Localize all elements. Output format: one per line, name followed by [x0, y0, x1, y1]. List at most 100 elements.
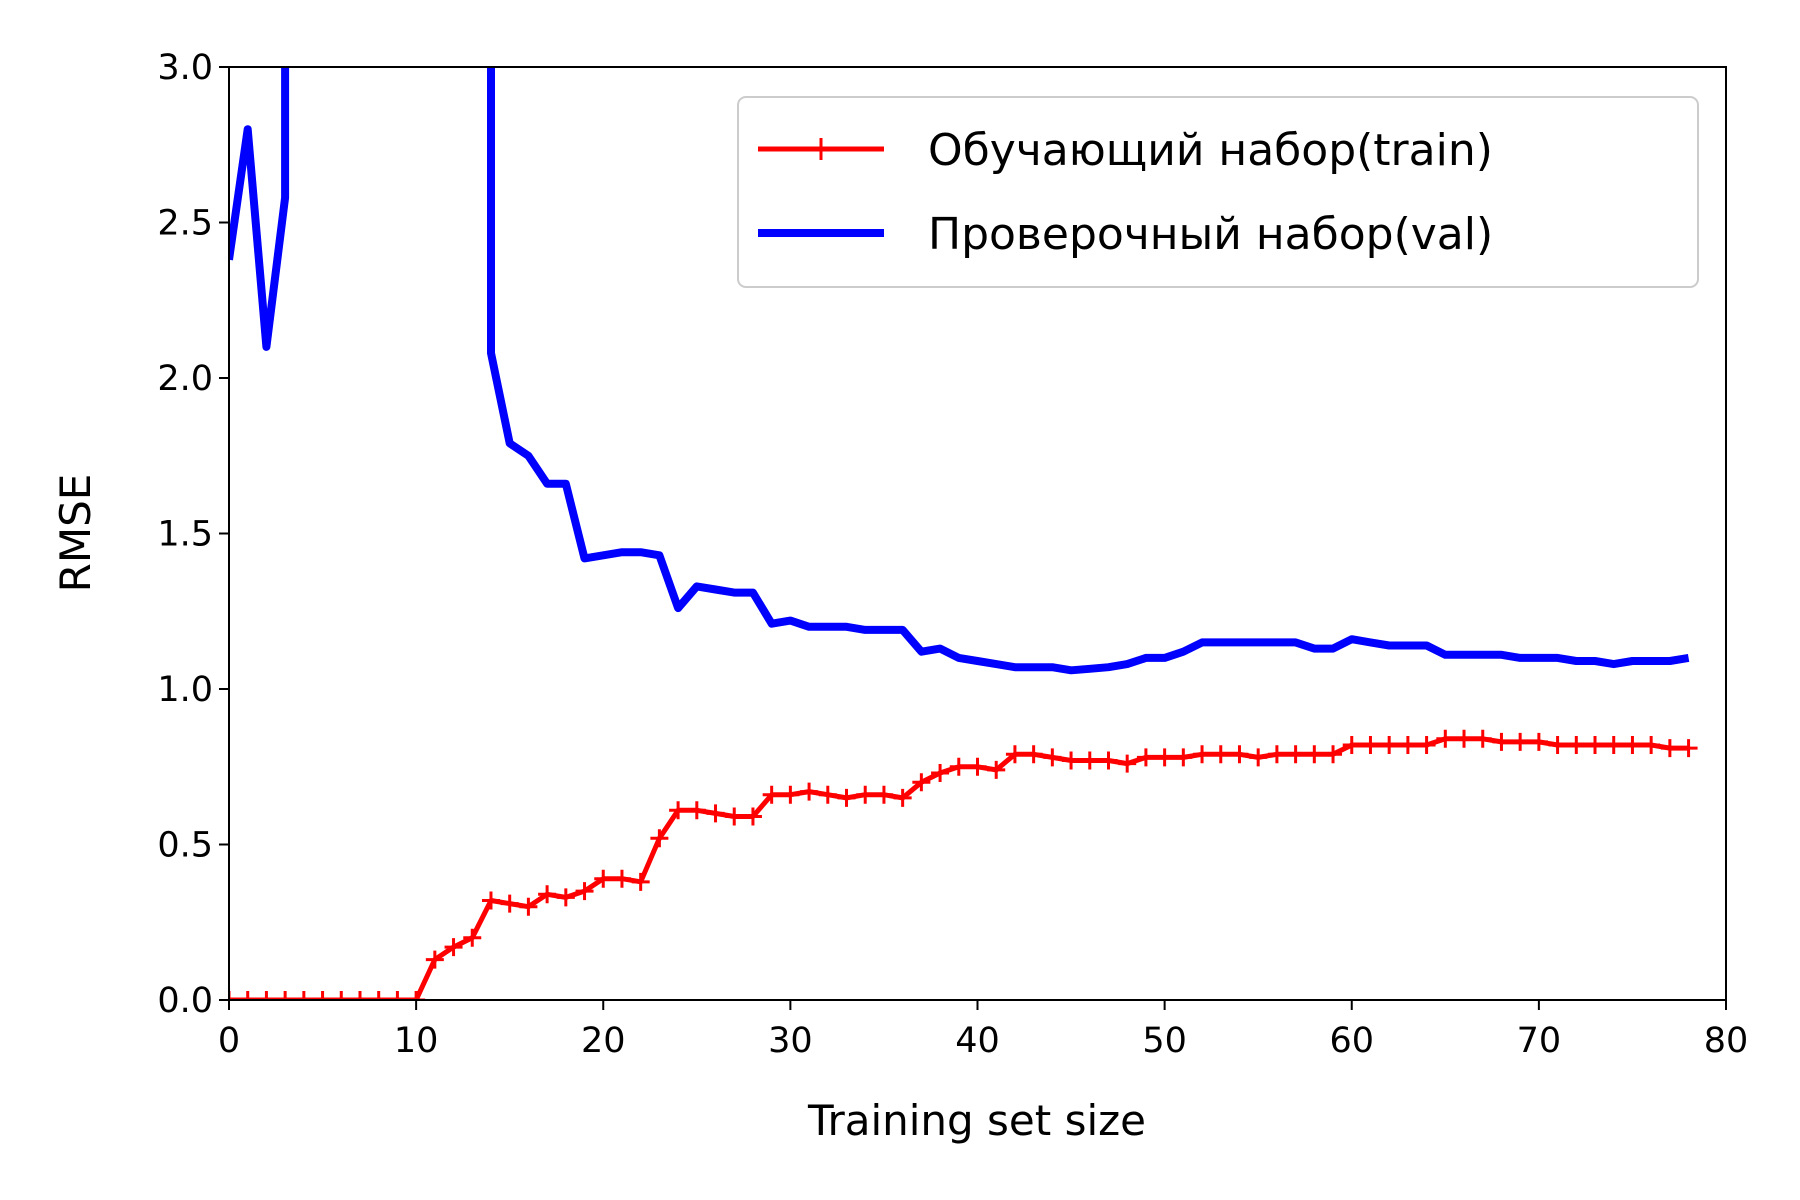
y-axis: 0.0 0.5 1.0 1.5 2.0 2.5 3.0 [157, 48, 229, 1021]
data-point-marker [538, 885, 557, 904]
x-tick-label: 80 [1704, 1021, 1749, 1061]
series-0 [229, 729, 1698, 1000]
data-point-marker [1417, 735, 1436, 754]
data-point-marker [1660, 739, 1679, 758]
data-point-marker [575, 882, 594, 901]
data-point-marker [1529, 732, 1548, 751]
data-point-marker [294, 991, 313, 1000]
data-point-marker [519, 897, 538, 916]
legend-marker [810, 138, 832, 160]
data-point-marker [500, 894, 519, 913]
data-point-marker [1118, 754, 1137, 773]
x-tick-label: 50 [1142, 1021, 1187, 1061]
data-point-marker [650, 829, 669, 848]
x-tick-label: 0 [218, 1021, 240, 1061]
data-point-marker [762, 785, 781, 804]
y-tick-label: 1.0 [157, 670, 213, 710]
data-point-marker [968, 757, 987, 776]
data-point-marker [238, 991, 257, 1000]
legend-label: Обучающий набор(train) [928, 125, 1493, 176]
data-point-marker [556, 888, 575, 907]
series-1 [229, 67, 1690, 675]
data-point-marker [1398, 735, 1417, 754]
data-point-marker [1586, 735, 1605, 754]
data-point-marker [1380, 735, 1399, 754]
data-point-marker [1136, 748, 1155, 767]
x-tick-label: 20 [581, 1021, 626, 1061]
data-point-marker [1361, 735, 1380, 754]
data-point-marker [1604, 735, 1623, 754]
y-tick-label: 1.5 [157, 515, 213, 555]
data-point-marker [425, 950, 444, 969]
data-point-marker [1230, 745, 1249, 764]
data-point-marker [1211, 745, 1230, 764]
y-tick-label: 3.0 [157, 48, 213, 88]
data-point-marker [1455, 729, 1474, 748]
data-point-marker [350, 991, 369, 1000]
data-point-marker [949, 757, 968, 776]
data-point-marker [369, 991, 388, 1000]
data-point-marker [1511, 732, 1530, 751]
data-point-marker [1174, 748, 1193, 767]
x-tick-label: 70 [1517, 1021, 1562, 1061]
legend-box [737, 96, 1699, 288]
data-point-marker [1099, 751, 1118, 770]
y-tick-label: 2.0 [157, 359, 213, 399]
data-point-marker [631, 872, 650, 891]
data-point-marker [257, 991, 276, 1000]
data-point-marker [669, 801, 688, 820]
data-point-marker [1024, 745, 1043, 764]
data-point-marker [444, 938, 463, 957]
data-point-marker [1642, 735, 1661, 754]
data-point-marker [1436, 729, 1455, 748]
data-point-marker [1305, 745, 1324, 764]
data-point-marker [1062, 751, 1081, 770]
data-point-marker [837, 788, 856, 807]
data-point-marker [1249, 748, 1268, 767]
data-point-marker [407, 991, 426, 1000]
data-point-marker [1005, 745, 1024, 764]
data-point-marker [1492, 732, 1511, 751]
data-point-marker [1043, 748, 1062, 767]
data-point-marker [463, 928, 482, 947]
data-point-marker [1679, 739, 1698, 758]
x-tick-label: 40 [955, 1021, 1000, 1061]
data-point-marker [800, 782, 819, 801]
y-tick-label: 0.5 [157, 826, 213, 866]
y-axis-title: RMSE [51, 474, 100, 593]
data-point-marker [1473, 729, 1492, 748]
data-point-marker [1080, 751, 1099, 770]
data-point-marker [781, 785, 800, 804]
y-tick-label: 2.5 [157, 204, 213, 244]
y-tick-label: 0.0 [157, 981, 213, 1021]
data-point-marker [1286, 745, 1305, 764]
legend: Обучающий набор(train) Проверочный набор(… [737, 96, 1699, 288]
data-point-marker [725, 807, 744, 826]
data-point-marker [874, 785, 893, 804]
data-point-marker [818, 785, 837, 804]
data-point-marker [612, 869, 631, 888]
legend-label: Проверочный набор(val) [928, 209, 1493, 260]
series-line [229, 736, 1689, 1000]
plot-area [229, 67, 1698, 1000]
data-point-marker [893, 788, 912, 807]
x-tick-label: 10 [394, 1021, 439, 1061]
data-point-marker [481, 891, 500, 910]
data-point-marker [1267, 745, 1286, 764]
x-axis-title: Training set size [807, 1096, 1146, 1145]
x-axis: 0 10 20 30 40 50 60 70 80 [218, 1000, 1748, 1061]
data-point-marker [856, 785, 875, 804]
data-point-marker [1324, 745, 1343, 764]
x-tick-label: 60 [1329, 1021, 1374, 1061]
data-point-marker [1567, 735, 1586, 754]
data-point-marker [912, 773, 931, 792]
data-point-marker [706, 804, 725, 823]
data-point-marker [388, 991, 407, 1000]
data-point-marker [1623, 735, 1642, 754]
data-point-marker [1548, 735, 1567, 754]
data-point-marker [594, 869, 613, 888]
data-point-marker [332, 991, 351, 1000]
data-point-marker [1193, 745, 1212, 764]
x-tick-label: 30 [768, 1021, 813, 1061]
